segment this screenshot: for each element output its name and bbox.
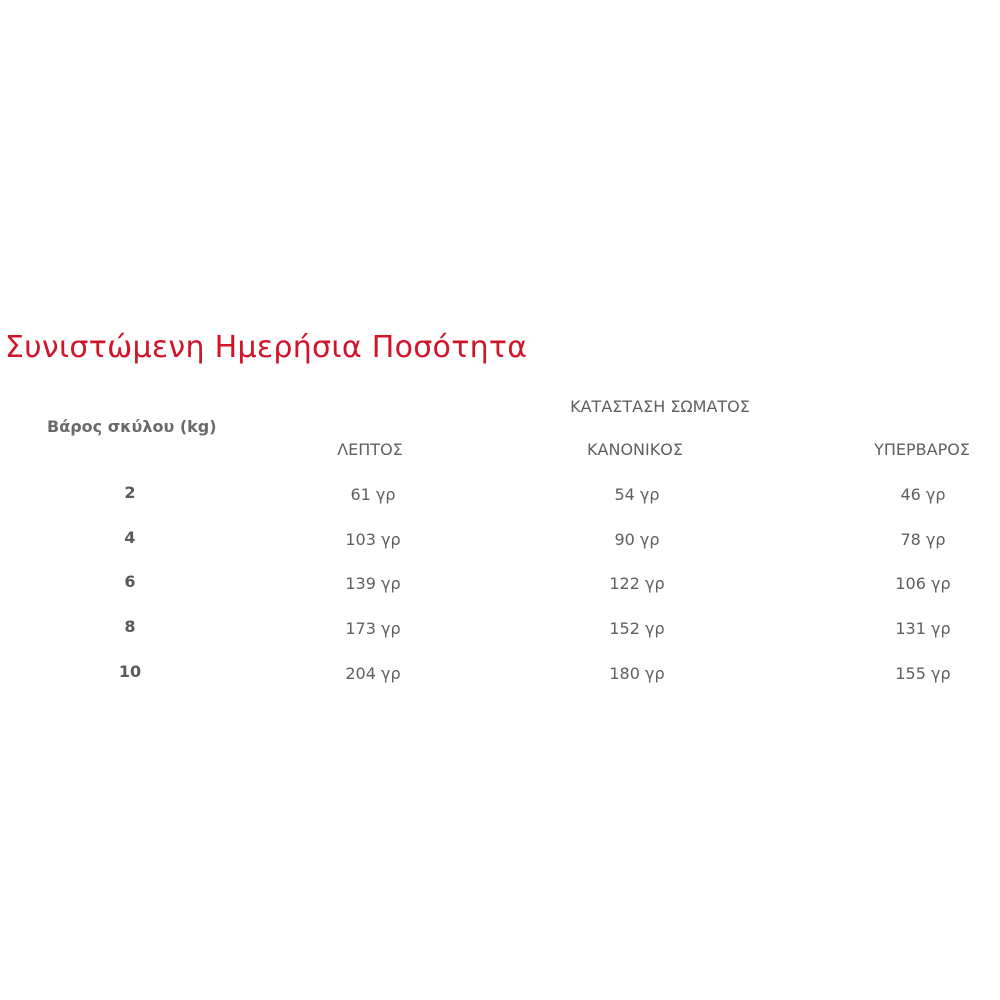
amount-cell: 46 γρ xyxy=(900,485,946,504)
amount-cell: 54 γρ xyxy=(614,485,660,504)
weight-cell: 2 xyxy=(124,483,136,502)
amount-cell: 122 γρ xyxy=(609,574,665,594)
weight-cell: 4 xyxy=(124,527,136,547)
amount-cell: 155 γρ xyxy=(895,663,951,683)
amount-cell: 180 γρ xyxy=(609,663,665,683)
weight-cell: 10 xyxy=(118,661,142,681)
weight-cell: 6 xyxy=(124,572,136,592)
weight-column-header: Βάρος σκύλου (kg) xyxy=(47,417,217,436)
column-header-thin: ΛΕΠΤΟΣ xyxy=(337,440,403,459)
amount-cell: 90 γρ xyxy=(614,529,660,549)
column-header-overweight: ΥΠΕΡΒΑΡΟΣ xyxy=(874,440,970,459)
body-condition-header: ΚΑΤΑΣΤΑΣΗ ΣΩΜΑΤΟΣ xyxy=(570,397,750,416)
amount-cell: 131 γρ xyxy=(895,619,951,639)
amount-cell: 173 γρ xyxy=(345,619,401,639)
column-header-normal: ΚΑΝΟΝΙΚΟΣ xyxy=(587,440,683,459)
page-title: Συνιστώμενη Ημερήσια Ποσότητα xyxy=(5,330,528,366)
amount-cell: 78 γρ xyxy=(900,529,946,549)
amount-cell: 103 γρ xyxy=(345,529,401,549)
amount-cell: 204 γρ xyxy=(345,663,401,683)
weight-cell: 8 xyxy=(124,617,136,637)
amount-cell: 106 γρ xyxy=(895,574,951,594)
amount-cell: 139 γρ xyxy=(345,574,401,594)
amount-cell: 152 γρ xyxy=(609,619,665,639)
amount-cell: 61 γρ xyxy=(350,485,396,504)
